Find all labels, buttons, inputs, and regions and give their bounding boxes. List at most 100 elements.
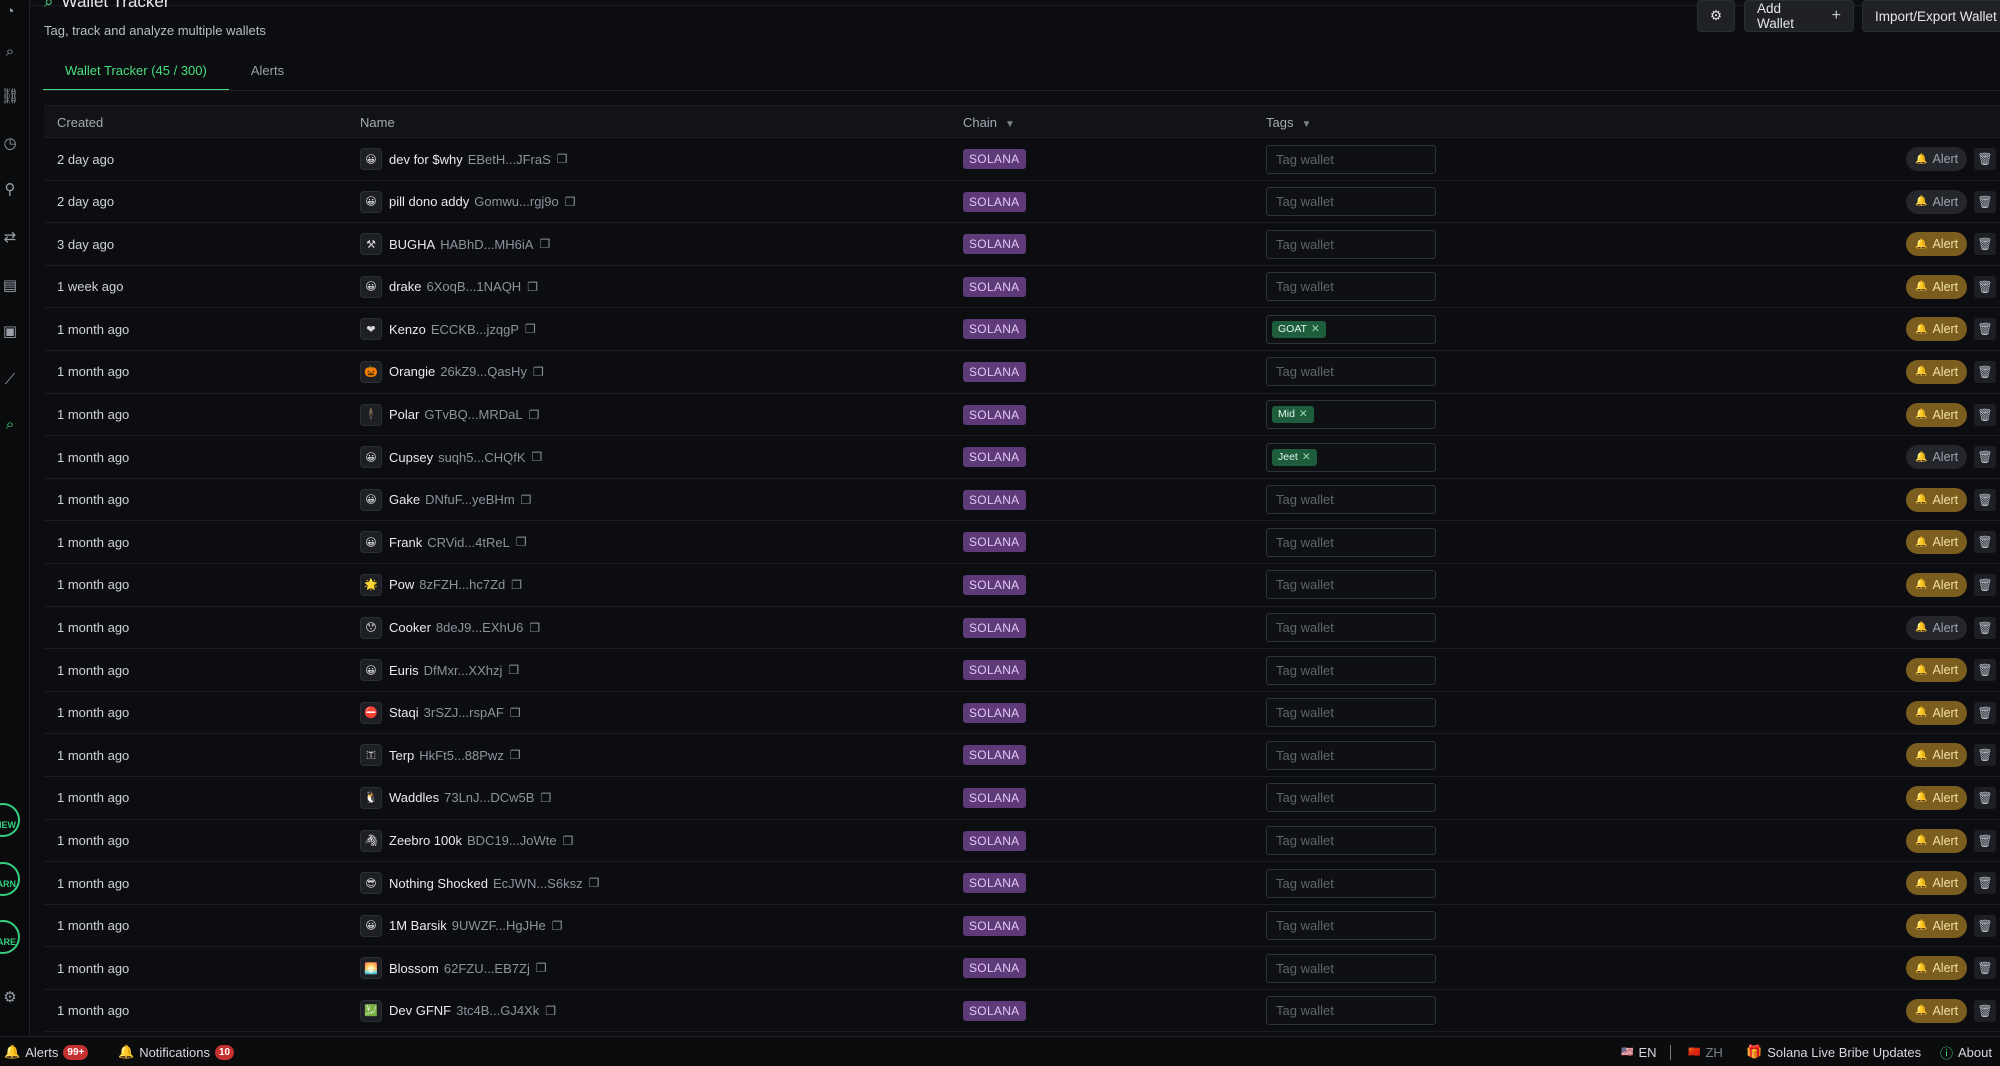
wallet-address[interactable]: CRVid...4tReL [427, 534, 510, 550]
copy-icon[interactable]: ❐ [515, 535, 527, 550]
wallet-emoji-icon[interactable]: 😀 [360, 190, 382, 213]
table-row[interactable]: 1 month ago ⛔ Staqi 3rSZJ...rspAF ❐ SOLA… [44, 692, 2000, 735]
tag-input[interactable]: Tag wallet [1266, 272, 1436, 302]
table-row[interactable]: 1 month ago 🕴 Polar GTvBQ...MRDaL ❐ SOLA… [44, 394, 2000, 437]
wallet-tracker-icon[interactable]: ⌕ [5, 416, 15, 433]
wallet-name[interactable]: Nothing Shocked [389, 875, 489, 891]
copy-icon[interactable]: ❐ [528, 407, 540, 422]
table-row[interactable]: 1 month ago 🦓 Zeebro 100k BDC19...JoWte … [44, 820, 2000, 863]
trash-icon[interactable]: 🗑 [1974, 403, 1996, 426]
wallet-name[interactable]: BUGHA [389, 236, 436, 252]
table-row[interactable]: 1 month ago 😀 Euris DfMxr...XXhzj ❐ SOLA… [44, 649, 2000, 692]
tag-chip[interactable]: Mid ✕ [1272, 406, 1314, 424]
alert-button[interactable]: 🔔 Alert [1906, 871, 1968, 896]
tag-input[interactable]: Tag wallet [1266, 144, 1436, 174]
link-icon[interactable]: ⛓ [0, 88, 20, 105]
wallet-emoji-icon[interactable]: 🦓 [360, 829, 382, 852]
copy-icon[interactable]: ❐ [508, 663, 520, 678]
trash-icon[interactable]: 🗑 [1974, 744, 1996, 767]
promo-earn[interactable]: EARN [0, 862, 20, 896]
alert-button[interactable]: 🔔 Alert [1906, 530, 1968, 555]
tag-input[interactable]: Tag wallet [1266, 783, 1436, 813]
trash-icon[interactable]: 🗑 [1974, 148, 1996, 170]
alert-button[interactable]: 🔔 Alert [1906, 445, 1968, 470]
wallet-emoji-icon[interactable]: 🎃 [360, 360, 382, 383]
wallet-address[interactable]: 62FZU...EB7Zj [443, 960, 530, 976]
copy-icon[interactable]: ❐ [509, 705, 521, 720]
wallet-emoji-icon[interactable]: 😀 [360, 531, 382, 554]
wallet-emoji-icon[interactable]: 😎 [360, 872, 382, 895]
wallet-icon[interactable]: ▣ [2, 323, 18, 340]
swap-icon[interactable]: ⇄ [3, 229, 17, 246]
copy-icon[interactable]: ❐ [529, 620, 541, 635]
wallet-name[interactable]: drake [389, 279, 422, 295]
wallet-emoji-icon[interactable]: 😀 [360, 148, 382, 170]
tag-input[interactable]: Jeet ✕ [1266, 442, 1436, 472]
wallet-name[interactable]: Gake [389, 492, 421, 508]
wallet-address[interactable]: HkFt5...88Pwz [419, 747, 504, 763]
trash-icon[interactable]: 🗑 [1974, 659, 1996, 682]
wallet-address[interactable]: Gomwu...rgj9o [474, 194, 559, 210]
table-row[interactable]: 1 week ago 😀 drake 6XoqB...1NAQH ❐ SOLAN… [44, 266, 2000, 309]
wallet-name[interactable]: Blossom [389, 960, 439, 976]
trash-icon[interactable]: 🗑 [1974, 190, 1996, 213]
alert-button[interactable]: 🔔 Alert [1906, 998, 1968, 1023]
table-row[interactable]: 1 month ago 😯 Cooker 8deJ9...EXhU6 ❐ SOL… [44, 607, 2000, 650]
alert-button[interactable]: 🔔 Alert [1906, 785, 1968, 810]
alert-button[interactable]: 🔔 Alert [1906, 743, 1968, 768]
wallet-address[interactable]: BDC19...JoWte [467, 833, 557, 848]
lang-zh[interactable]: 🇨🇳 ZH [1688, 1037, 1723, 1066]
wallet-emoji-icon[interactable]: ⚒ [360, 233, 382, 256]
wallet-address[interactable]: DNfuF...yeBHm [425, 492, 515, 508]
wallet-emoji-icon[interactable]: 🇹 [360, 744, 382, 767]
trash-icon[interactable]: 🗑 [1974, 446, 1996, 469]
col-name[interactable]: Name [360, 115, 395, 130]
copy-icon[interactable]: ❐ [545, 1003, 556, 1018]
wallet-address[interactable]: 6XoqB...1NAQH [426, 279, 522, 295]
wallet-address[interactable]: HABhD...MH6iA [440, 236, 534, 252]
trash-icon[interactable]: 🗑 [1974, 531, 1996, 554]
wallet-emoji-icon[interactable]: 😀 [360, 275, 382, 298]
table-row[interactable]: 1 month ago 🐧 Waddles 73LnJ...DCw5B ❐ SO… [44, 777, 2000, 820]
trash-icon[interactable]: 🗑 [1974, 275, 1996, 298]
tag-input[interactable]: Tag wallet [1266, 357, 1436, 387]
promo-share[interactable]: SHARE [0, 920, 20, 954]
copy-icon[interactable]: ❐ [551, 918, 563, 933]
wallet-address[interactable]: 73LnJ...DCw5B [444, 790, 535, 806]
tag-chip[interactable]: GOAT ✕ [1272, 320, 1326, 338]
wallet-address[interactable]: 26kZ9...QasHy [440, 364, 527, 380]
alert-button[interactable]: 🔔 Alert [1906, 956, 1968, 981]
table-row[interactable]: 2 day ago 😀 pill dono addy Gomwu...rgj9o… [44, 181, 2000, 224]
col-chain[interactable]: Chain ▼ [963, 115, 1015, 130]
table-row[interactable]: 1 month ago 🌟 Pow 8zFZH...hc7Zd ❐ SOLANA… [44, 564, 2000, 607]
chart-icon[interactable]: ⟋ [4, 371, 16, 388]
footer-notifications[interactable]: 🔔 Notifications 10 [118, 1037, 235, 1066]
wallet-name[interactable]: Waddles [389, 790, 440, 806]
tag-input[interactable]: Tag wallet [1266, 527, 1436, 557]
footer-about[interactable]: ⓘ About [1940, 1037, 1992, 1066]
trash-icon[interactable]: 🗑 [1974, 488, 1996, 511]
alert-button[interactable]: 🔔 Alert [1906, 359, 1968, 384]
tag-input[interactable]: Tag wallet [1266, 826, 1436, 855]
wallet-emoji-icon[interactable]: 🕴 [360, 403, 382, 426]
wallet-name[interactable]: pill dono addy [389, 194, 470, 210]
alert-button[interactable]: 🔔 Alert [1906, 658, 1968, 683]
wallet-emoji-icon[interactable]: ⛔ [360, 701, 382, 724]
wallet-address[interactable]: 9UWZF...HgJHe [451, 918, 546, 934]
copy-icon[interactable]: ❐ [520, 492, 532, 507]
copy-icon[interactable]: ❐ [562, 833, 574, 848]
trash-icon[interactable]: 🗑 [1974, 233, 1996, 256]
alert-button[interactable]: 🔔 Alert [1906, 317, 1968, 342]
wallet-name[interactable]: 1M Barsik [389, 918, 447, 934]
alert-button[interactable]: 🔔 Alert [1906, 615, 1968, 640]
tag-input[interactable]: Tag wallet [1266, 996, 1436, 1026]
copy-icon[interactable]: ❐ [511, 577, 523, 592]
wallet-emoji-icon[interactable]: 🌟 [360, 573, 382, 596]
wallet-name[interactable]: dev for $why [389, 151, 463, 167]
tab-alerts[interactable]: Alerts [250, 63, 285, 78]
wallet-emoji-icon[interactable]: 💹 [360, 999, 382, 1022]
wallet-address[interactable]: 3tc4B...GJ4Xk [456, 1003, 540, 1019]
col-tags[interactable]: Tags ▼ [1266, 115, 1311, 130]
wallet-name[interactable]: Staqi [389, 705, 419, 721]
wallet-name[interactable]: Orangie [389, 364, 436, 380]
